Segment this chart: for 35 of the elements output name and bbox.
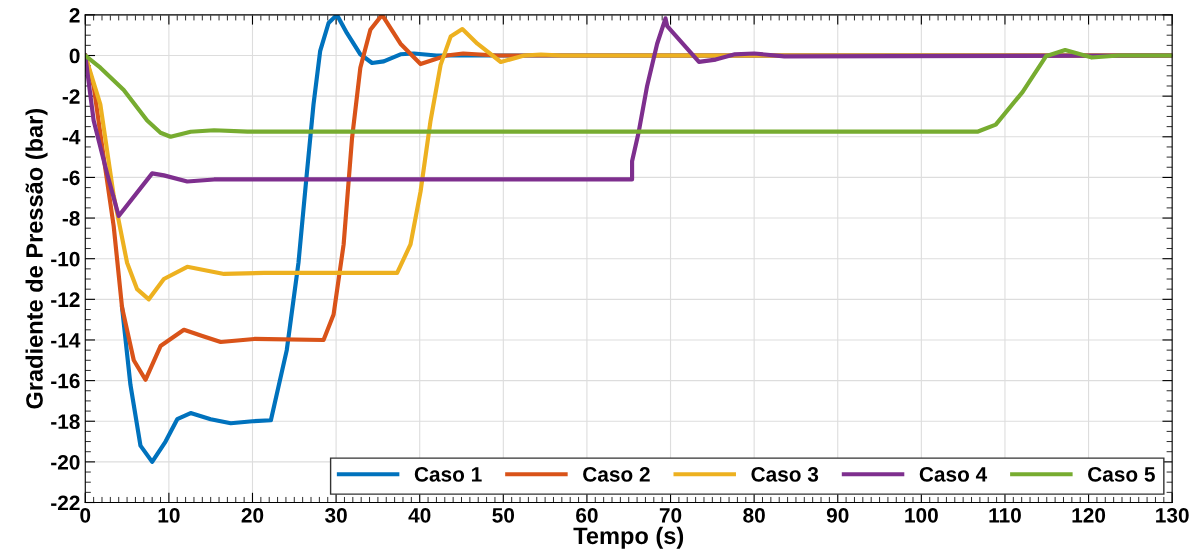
y-tick-label: -22 — [51, 495, 80, 511]
y-tick-label: -18 — [51, 414, 80, 429]
x-tick-label: 0 — [80, 507, 91, 523]
x-tick-label: 100 — [905, 507, 938, 523]
legend-label: Caso 5 — [1088, 466, 1155, 482]
y-tick-label: -6 — [62, 170, 80, 186]
line-series — [85, 47, 1173, 139]
y-tick-label: -20 — [51, 454, 80, 470]
x-tick-label: 90 — [826, 507, 849, 523]
x-tick-label: 130 — [1156, 507, 1189, 523]
x-tick-label: 110 — [989, 507, 1021, 523]
legend-label: Caso 1 — [414, 466, 482, 482]
x-axis-title: Tempo (s) — [573, 526, 684, 549]
legend-label: Caso 4 — [919, 466, 988, 482]
x-tick-label: 30 — [324, 507, 347, 523]
x-tick-label: 70 — [659, 507, 682, 523]
x-tick-label: 40 — [408, 507, 431, 523]
x-tick-label: 60 — [576, 507, 598, 523]
y-tick-label: -12 — [51, 292, 80, 307]
y-tick-label: -14 — [51, 333, 81, 348]
y-tick-label: -2 — [62, 89, 80, 104]
y-tick-label: 0 — [69, 48, 80, 64]
x-tick-label: 120 — [1072, 507, 1106, 523]
y-axis-title: Gradiente de Pressão (bar) — [25, 108, 48, 409]
y-tick-label: -16 — [51, 373, 80, 389]
y-tick-label: -10 — [51, 251, 80, 267]
x-tick-label: 50 — [492, 507, 515, 523]
legend-label: Caso 2 — [583, 466, 650, 482]
y-tick-label: -4 — [62, 130, 81, 145]
y-tick-label: 2 — [69, 7, 80, 23]
x-tick-label: 80 — [743, 507, 765, 523]
y-tick-label: -8 — [62, 211, 80, 226]
legend-label: Caso 3 — [751, 466, 819, 482]
x-tick-label: 20 — [241, 507, 264, 523]
x-tick-label: 10 — [158, 507, 180, 523]
